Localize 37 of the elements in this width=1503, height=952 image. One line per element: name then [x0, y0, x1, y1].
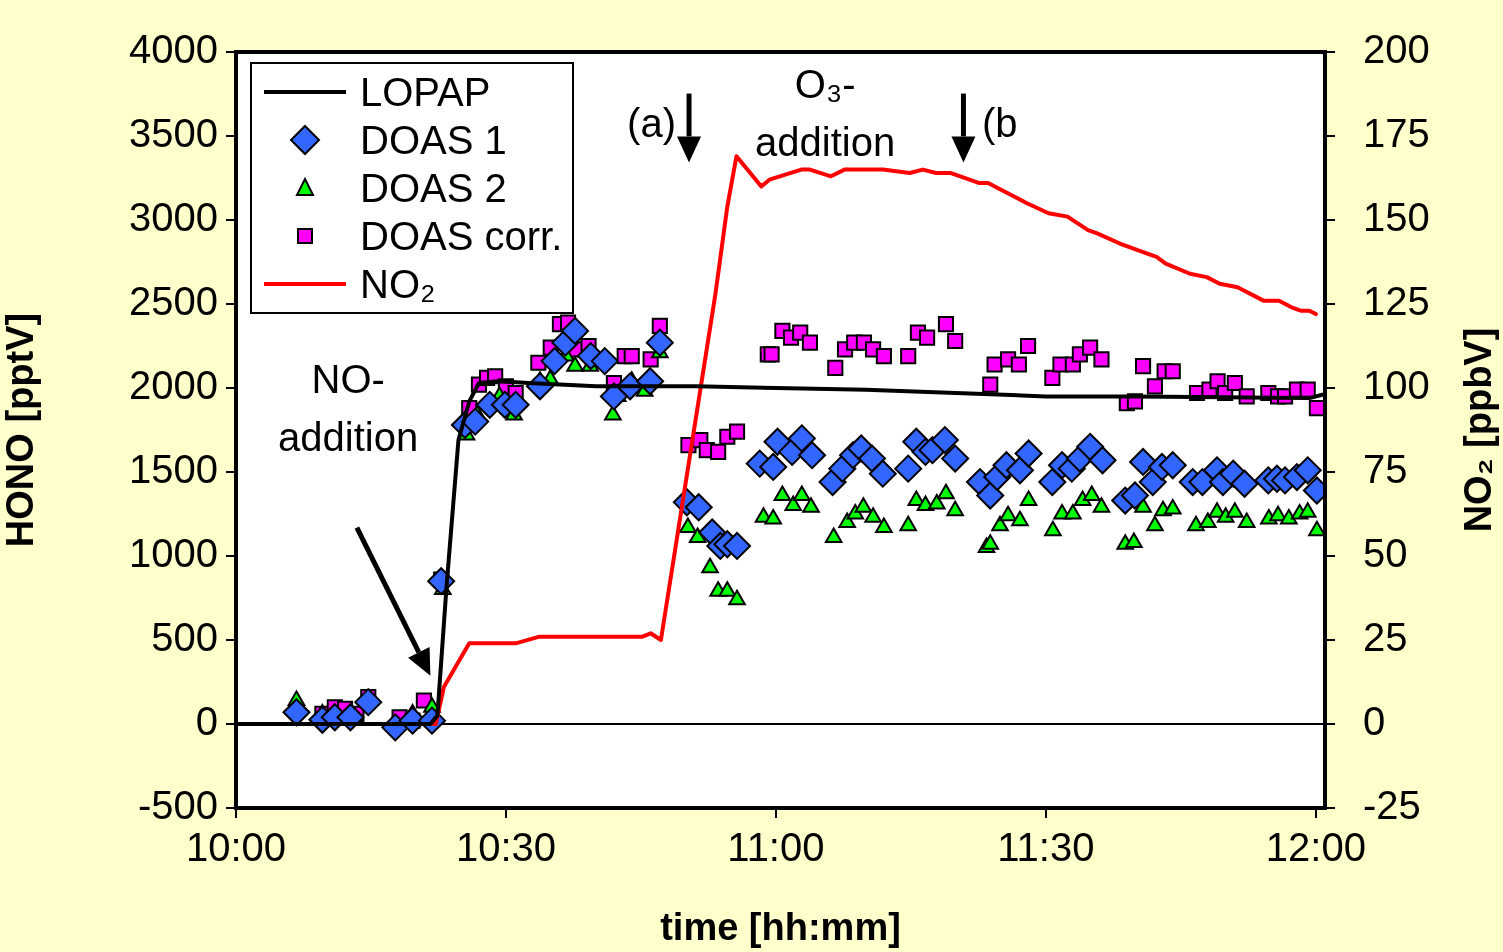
y-tick-label: 3000	[129, 195, 218, 240]
y2-tick-label: 175	[1363, 111, 1430, 156]
legend-label: NO₂	[360, 261, 436, 308]
y-tick-label: 3500	[129, 111, 218, 156]
y2-tick-label: 75	[1363, 447, 1408, 492]
y2-tick-label: 150	[1363, 195, 1430, 240]
y-axis-title: HONO [pptV]	[0, 312, 42, 548]
x-tick-label: 12:00	[1265, 825, 1366, 870]
y2-tick-label: 100	[1363, 363, 1430, 408]
y-tick-label: -500	[137, 783, 218, 828]
annotation: (a)	[627, 101, 676, 146]
y2-axis-title: NO₂ [ppbV]	[1457, 327, 1500, 533]
y-tick-label: 1500	[129, 447, 218, 492]
y-tick-label: 500	[151, 615, 218, 660]
x-tick-label: 11:00	[727, 825, 825, 870]
annotation: (b	[981, 101, 1018, 146]
x-tick-label: 10:00	[185, 825, 287, 870]
x-tick-label: 11:30	[997, 825, 1095, 870]
x-tick-label: 10:30	[455, 825, 557, 870]
y2-tick-label: 0	[1363, 699, 1386, 744]
y-tick-label: 1000	[129, 531, 218, 576]
annotation: O₃- addition	[755, 61, 896, 164]
y-tick-label: 2500	[129, 279, 218, 324]
y2-tick-label: 25	[1363, 615, 1408, 660]
y2-tick-label: 125	[1363, 279, 1430, 324]
x-axis-title: time [hh:mm]	[660, 905, 901, 948]
y2-tick-label: -25	[1363, 783, 1421, 828]
y-tick-label: 2000	[129, 363, 218, 408]
y-tick-label: 4000	[129, 27, 218, 72]
y2-tick-label: 50	[1363, 531, 1408, 576]
legend-label: DOAS 2	[360, 165, 507, 212]
legend-label: DOAS corr.	[360, 213, 563, 260]
y2-tick-label: 200	[1363, 27, 1430, 72]
y-tick-label: 0	[195, 699, 218, 744]
legend-label: DOAS 1	[360, 117, 507, 164]
annotation: NO- addition	[278, 356, 419, 459]
legend-label: LOPAP	[360, 69, 491, 116]
